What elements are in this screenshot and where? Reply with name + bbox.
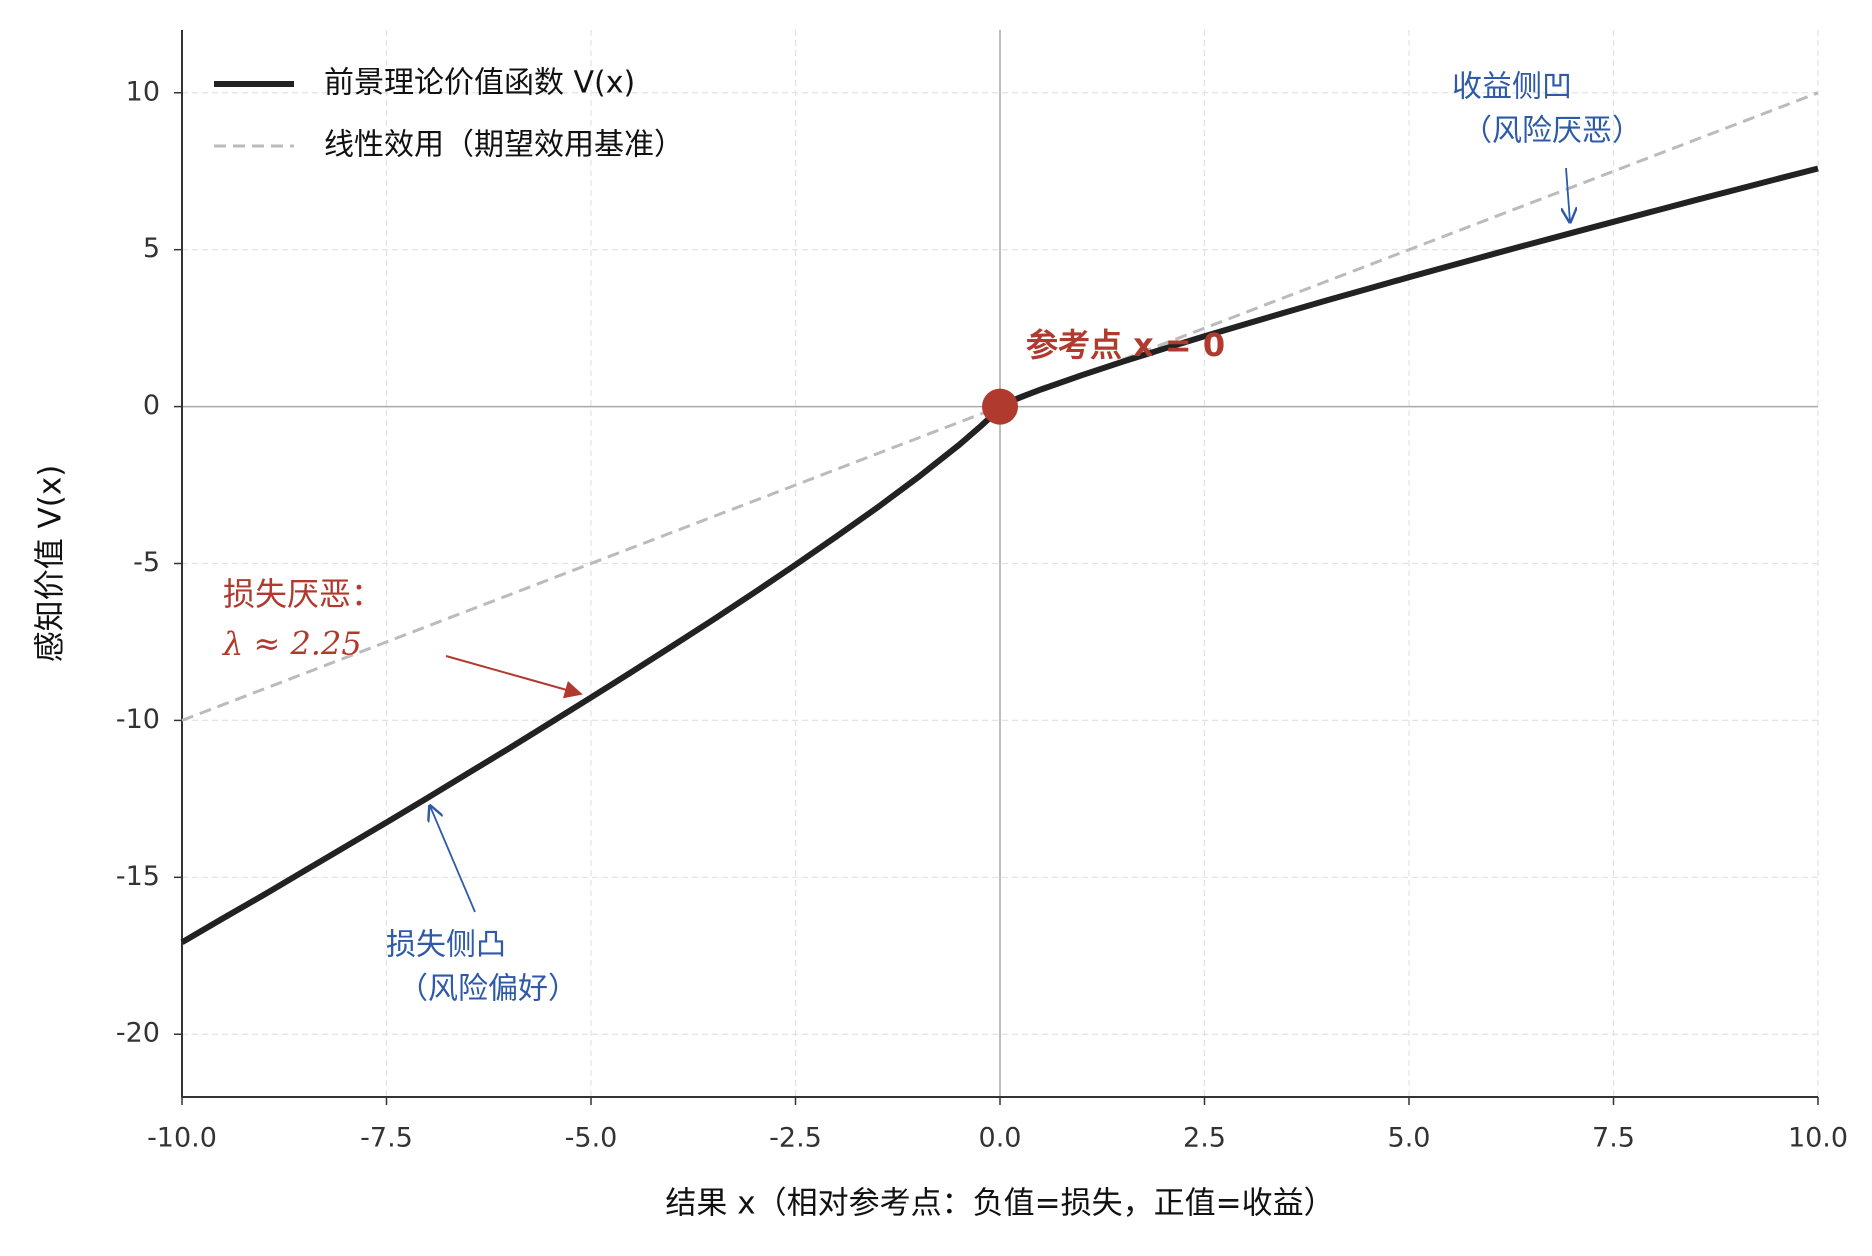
legend-label: 线性效用（期望效用基准）: [324, 128, 684, 163]
annotation-arrow: [430, 806, 476, 913]
x-tick-label: 2.5: [1183, 1123, 1226, 1154]
x-tick-label: -10.0: [147, 1123, 217, 1154]
annotation: 参考点 x = 0: [1026, 326, 1225, 364]
y-tick-label: -20: [116, 1018, 160, 1049]
y-tick-label: -15: [116, 861, 160, 892]
x-axis-label: 结果 x（相对参考点：负值=损失，正值=收益）: [665, 1186, 1334, 1222]
annotation: 损失侧凸: [386, 928, 506, 963]
x-tick-label: -2.5: [769, 1123, 822, 1154]
x-tick-label: -5.0: [565, 1123, 618, 1154]
x-tick-label: 10.0: [1788, 1123, 1848, 1154]
y-tick-label: -5: [133, 547, 160, 578]
x-tick-label: -7.5: [360, 1123, 413, 1154]
annotation-arrow: [445, 655, 583, 699]
y-tick-label: 10: [126, 76, 160, 107]
annotation-arrow: [1566, 167, 1570, 222]
annotation: 收益侧凹: [1452, 70, 1572, 105]
y-axis-label: 感知价值 V(x): [33, 465, 69, 663]
legend-label: 前景理论价值函数 V(x): [324, 66, 635, 101]
annotation: 损失厌恶：: [223, 575, 383, 613]
annotation: （风险偏好）: [398, 972, 578, 1007]
x-tick-label: 7.5: [1592, 1123, 1635, 1154]
annotation: λ ≈ 2.25: [221, 625, 362, 663]
y-tick-label: -10: [116, 704, 160, 735]
reference-point: [982, 388, 1018, 425]
x-tick-label: 0.0: [979, 1123, 1022, 1154]
y-tick-label: 0: [143, 390, 160, 421]
y-tick-label: 5: [143, 233, 160, 264]
x-tick-label: 5.0: [1388, 1123, 1431, 1154]
annotation: （风险厌恶）: [1462, 114, 1642, 149]
